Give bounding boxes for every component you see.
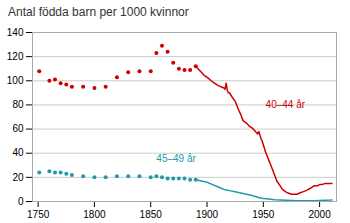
svg-text:20: 20 [12, 172, 24, 183]
svg-text:1800: 1800 [83, 209, 106, 220]
svg-text:140: 140 [7, 27, 24, 38]
svg-text:40–44 år: 40–44 år [266, 99, 306, 110]
svg-text:45–49 år: 45–49 år [156, 153, 196, 164]
svg-text:100: 100 [7, 75, 24, 86]
svg-text:1750: 1750 [27, 209, 50, 220]
svg-text:2000: 2000 [308, 209, 331, 220]
svg-text:1950: 1950 [252, 209, 275, 220]
svg-text:0: 0 [18, 196, 24, 207]
html-text:Antal födda barn per 1000 kvin: Antal födda barn per 1000 kvinnor [8, 5, 189, 19]
svg-text:1850: 1850 [140, 209, 163, 220]
svg-text:40: 40 [12, 147, 24, 158]
svg-text:120: 120 [7, 51, 24, 62]
svg-text:60: 60 [12, 123, 24, 134]
svg-text:80: 80 [12, 99, 24, 110]
svg-text:1900: 1900 [196, 209, 219, 220]
